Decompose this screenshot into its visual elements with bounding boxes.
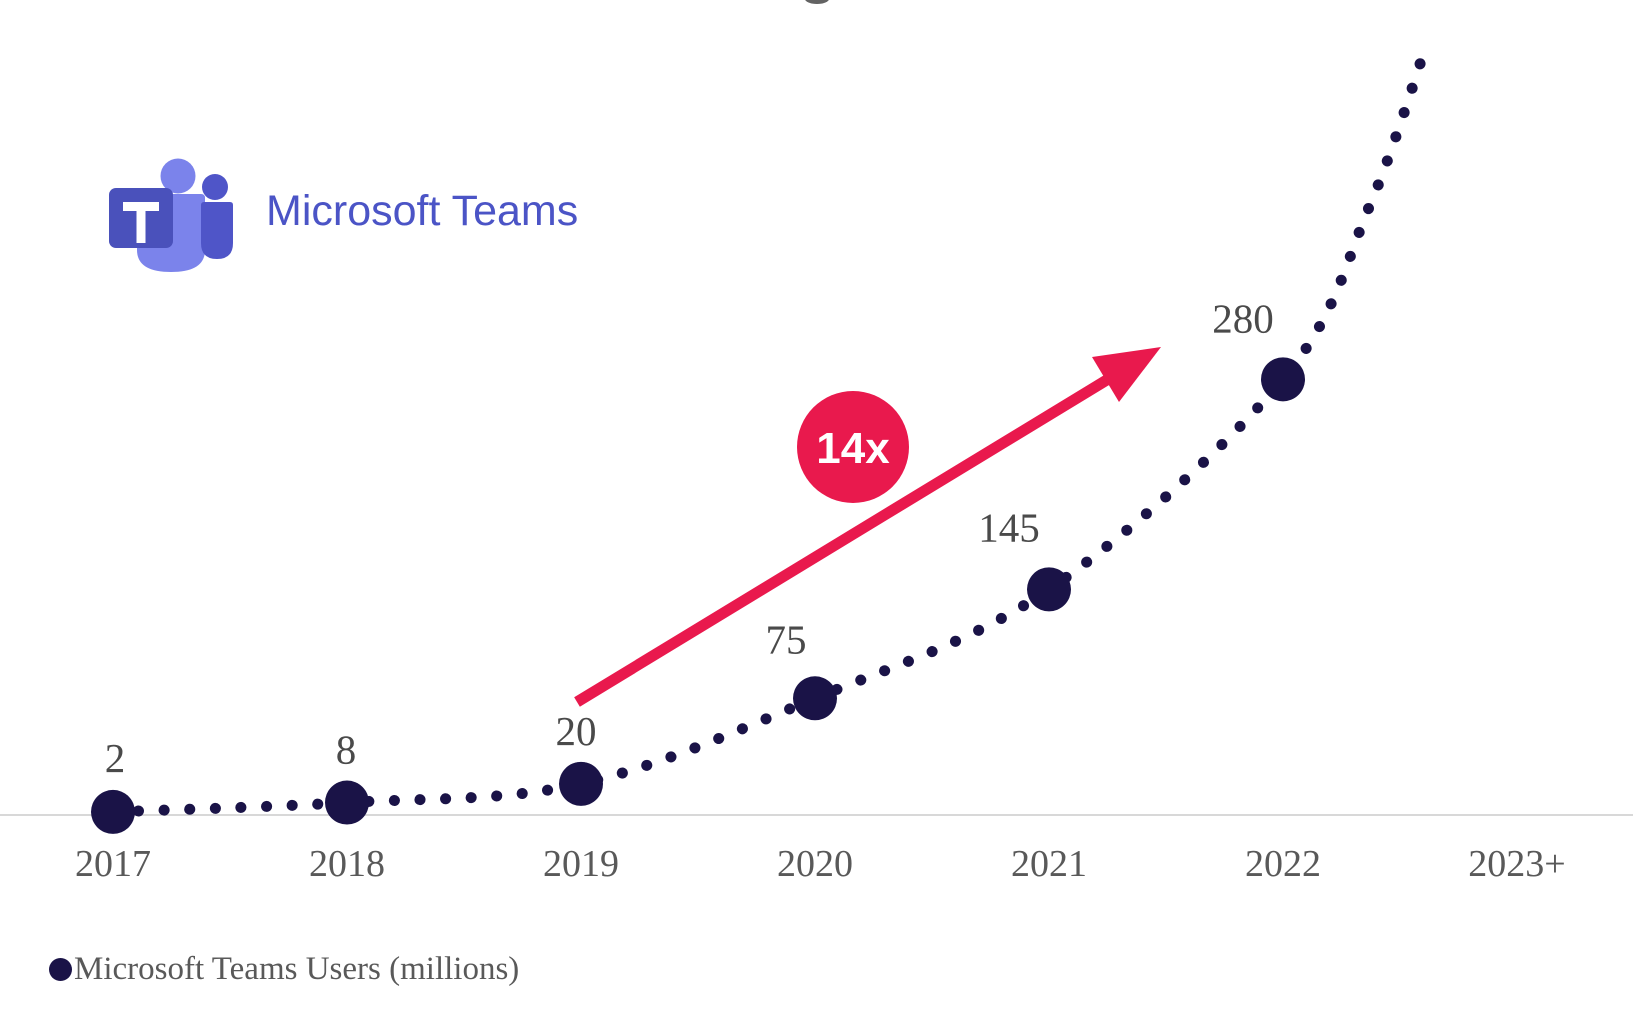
microsoft-teams-logo: Microsoft Teams (108, 158, 578, 274)
value-label-2019: 20 (556, 708, 597, 754)
x-axis-label-2023+: 2023+ (1468, 843, 1565, 885)
value-label-2022: 280 (1212, 295, 1274, 341)
x-axis-label-2021: 2021 (1011, 843, 1087, 885)
cut-off-title-fragment (805, 0, 829, 4)
growth-arrow-head (1092, 347, 1161, 402)
value-label-2017: 2 (105, 735, 126, 781)
chart-legend: Microsoft Teams Users (millions) (49, 951, 519, 988)
dotted-growth-curve (107, 34, 1434, 818)
value-label-2021: 145 (978, 504, 1040, 550)
x-axis-label-2019: 2019 (543, 843, 619, 885)
data-point-2019 (559, 761, 603, 806)
value-label-2018: 8 (336, 727, 357, 773)
data-point-2017 (91, 789, 135, 834)
legend-label: Microsoft Teams Users (millions) (74, 951, 520, 987)
data-point-2018 (325, 780, 369, 825)
growth-multiplier-badge: 14x (797, 391, 909, 503)
x-axis-label-2022: 2022 (1245, 843, 1321, 885)
x-axis-label-2020: 2020 (777, 843, 853, 885)
legend-marker-icon (49, 958, 72, 981)
data-point-2020 (793, 676, 837, 721)
badge-label: 14x (816, 424, 890, 473)
x-axis-label-2018: 2018 (309, 843, 385, 885)
logo-wordmark: Microsoft Teams (266, 186, 579, 235)
growth-arrow-shaft (574, 373, 1113, 707)
data-point-2021 (1027, 567, 1071, 612)
badge-circle (797, 391, 909, 503)
data-point-2022 (1261, 357, 1305, 402)
teams-logo-icon (109, 158, 233, 272)
x-axis-label-2017: 2017 (75, 843, 151, 885)
value-label-2020: 75 (766, 616, 807, 662)
growth-arrow (574, 347, 1161, 707)
